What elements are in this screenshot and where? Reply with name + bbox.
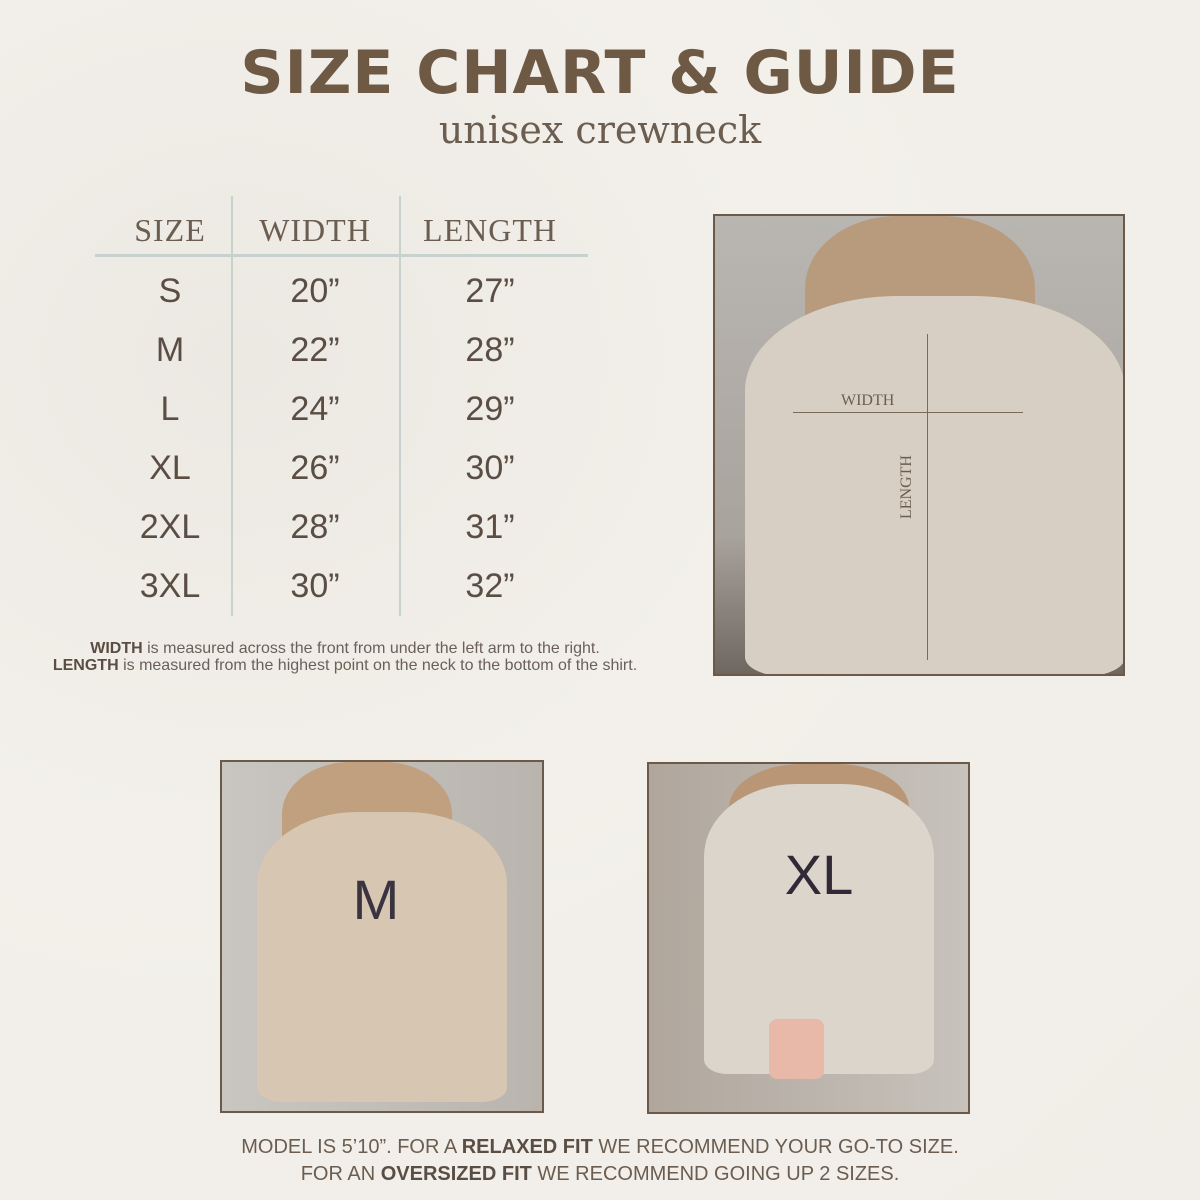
size-cell: L bbox=[160, 390, 180, 428]
size-cell: 2XL bbox=[139, 508, 201, 546]
measurement-photo: WIDTH LENGTH bbox=[713, 214, 1125, 676]
mug bbox=[769, 1019, 824, 1079]
header-divider bbox=[95, 254, 588, 257]
length-cell: 30” bbox=[465, 449, 515, 487]
fit-text: MODEL IS 5’10”. FOR A bbox=[241, 1136, 462, 1158]
width-cell: 30” bbox=[290, 567, 340, 605]
width-note-label: WIDTH bbox=[90, 640, 143, 657]
fit-text: FOR AN bbox=[300, 1163, 381, 1185]
header-length: LENGTH bbox=[423, 212, 557, 248]
column-divider bbox=[231, 196, 233, 616]
size-cell: 3XL bbox=[139, 567, 201, 605]
medium-photo: M bbox=[220, 760, 544, 1113]
fit-emphasis: RELAXED FIT bbox=[461, 1136, 593, 1158]
width-line bbox=[793, 412, 1023, 413]
size-cell: S bbox=[158, 272, 182, 310]
width-label: WIDTH bbox=[841, 392, 895, 409]
length-note: LENGTH is measured from the highest poin… bbox=[0, 657, 690, 675]
length-cell: 29” bbox=[465, 390, 515, 428]
length-line bbox=[927, 334, 928, 660]
length-note-text: is measured from the highest point on th… bbox=[118, 657, 638, 674]
size-cell: XL bbox=[149, 449, 191, 487]
width-cell: 20” bbox=[290, 272, 340, 310]
width-note: WIDTH is measured across the front from … bbox=[0, 640, 690, 658]
length-cell: 27” bbox=[465, 272, 515, 310]
header-width: WIDTH bbox=[259, 212, 371, 248]
page-title: SIZE CHART & GUIDE bbox=[240, 38, 960, 108]
length-cell: 28” bbox=[465, 331, 515, 369]
size-cell: M bbox=[155, 331, 185, 369]
fit-text: WE RECOMMEND GOING UP 2 SIZES. bbox=[531, 1163, 900, 1185]
xl-photo: XL bbox=[647, 762, 970, 1114]
column-divider bbox=[399, 196, 401, 616]
length-cell: 31” bbox=[465, 508, 515, 546]
page-subtitle: unisex crewneck bbox=[438, 108, 762, 152]
width-note-text: is measured across the front from under … bbox=[142, 640, 600, 657]
sweatshirt bbox=[745, 296, 1123, 674]
size-m-label: M bbox=[352, 868, 400, 931]
size-xl-label: XL bbox=[784, 843, 854, 906]
sweatshirt bbox=[257, 812, 507, 1102]
length-note-label: LENGTH bbox=[52, 657, 119, 674]
width-cell: 24” bbox=[290, 390, 340, 428]
fit-emphasis: OVERSIZED FIT bbox=[380, 1163, 532, 1185]
length-label: LENGTH bbox=[897, 455, 915, 519]
fit-text: WE RECOMMEND YOUR GO-TO SIZE. bbox=[592, 1136, 959, 1158]
width-cell: 26” bbox=[290, 449, 340, 487]
fit-note-oversized: FOR AN OVERSIZED FIT WE RECOMMEND GOING … bbox=[0, 1163, 1200, 1186]
width-cell: 28” bbox=[290, 508, 340, 546]
header-size: SIZE bbox=[134, 212, 206, 248]
fit-note-relaxed: MODEL IS 5’10”. FOR A RELAXED FIT WE REC… bbox=[0, 1136, 1200, 1159]
length-cell: 32” bbox=[465, 567, 515, 605]
width-cell: 22” bbox=[290, 331, 340, 369]
